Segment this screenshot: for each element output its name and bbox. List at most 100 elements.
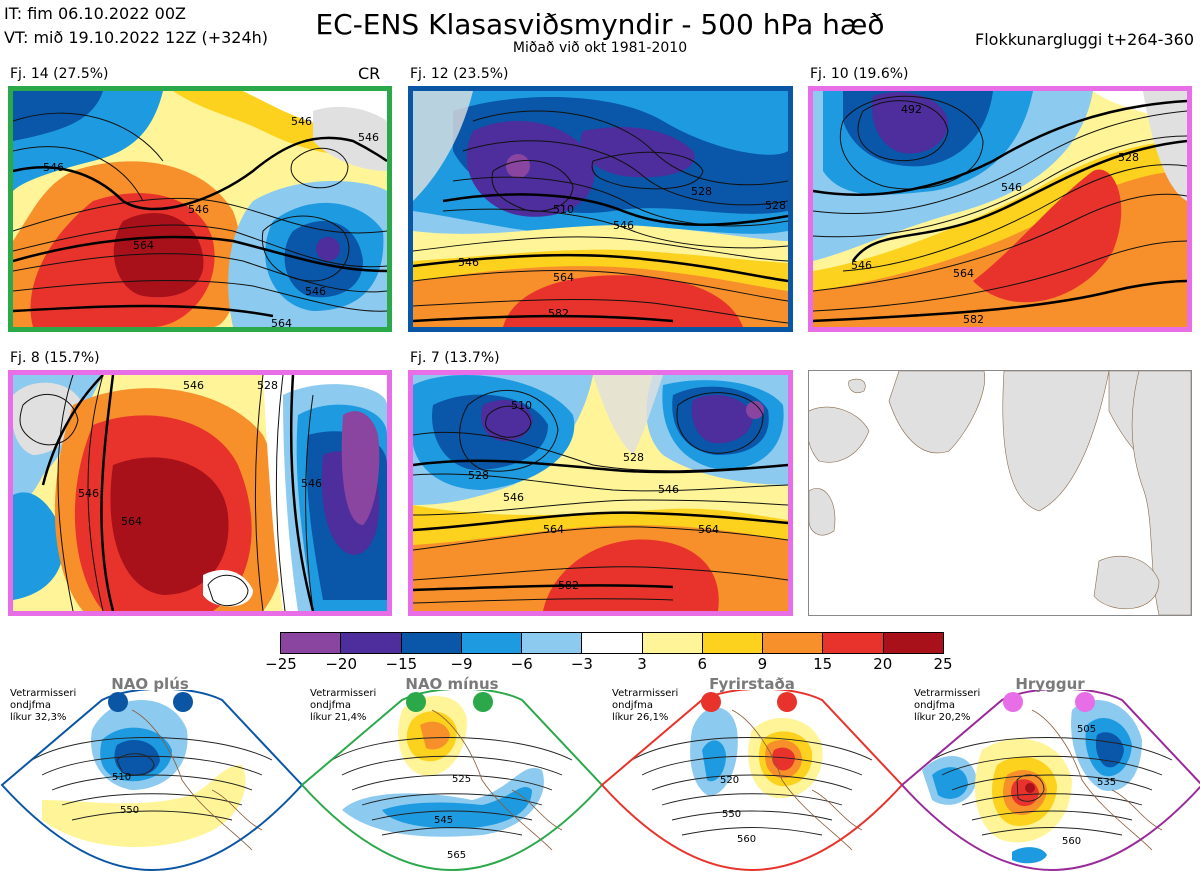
svg-text:582: 582 [548,307,569,320]
panel-4-label: Fj. 8 (15.7%) [10,350,100,366]
svg-text:528: 528 [1118,151,1139,164]
svg-text:546: 546 [188,203,209,216]
panel-2-label: Fj. 12 (23.5%) [410,66,509,82]
panel-5-label: Fj. 7 (13.7%) [410,350,500,366]
colorbar-cell [340,633,401,653]
svg-text:528: 528 [691,185,712,198]
colorbar-cell [822,633,883,653]
panel-3-contour-labels: 492 528 546 564 582 546 [851,103,1139,326]
colorbar-tick-label: 9 [757,655,768,673]
colorbar-tick-label: −15 [385,655,418,673]
cluster-map-panel-3: 492 528 546 564 582 546 [808,86,1192,332]
colorbar-cell [581,633,642,653]
svg-text:564: 564 [953,267,974,280]
regime-dot-icon [406,692,426,712]
colorbar-tick-label: −9 [450,655,473,673]
svg-text:546: 546 [503,491,524,504]
svg-text:510: 510 [553,203,574,216]
svg-text:546: 546 [78,487,99,500]
svg-text:565: 565 [447,850,466,861]
svg-text:545: 545 [434,815,453,826]
svg-text:582: 582 [963,313,984,326]
regime-dot-icon [473,692,493,712]
colorbar-tick-label: −6 [510,655,533,673]
svg-text:546: 546 [183,379,204,392]
panel-2-contour-labels: 528 510 546 528 546 564 582 [458,185,786,320]
svg-text:528: 528 [765,199,786,212]
colorbar-cell [521,633,582,653]
colorbar-tick-label: 3 [637,655,647,673]
svg-text:564: 564 [698,523,719,536]
svg-text:582: 582 [558,579,579,592]
initial-time: IT: fim 06.10.2022 00Z [4,4,186,23]
regime-diagrams: 510 550 525 545 565 [0,690,1200,871]
regime-title-nao-minus: NAO mínus [405,675,499,693]
svg-text:505: 505 [1077,724,1096,735]
svg-text:546: 546 [658,483,679,496]
page-subtitle: Miðað við okt 1981-2010 [512,40,688,56]
panel-4-contour-labels: 546 528 546 564 546 [78,379,322,528]
svg-text:492: 492 [901,103,922,116]
svg-text:510: 510 [511,399,532,412]
svg-text:546: 546 [851,259,872,272]
svg-text:546: 546 [613,219,634,232]
panel-1-contour-labels: 546 546 564 546 564 546 546 [43,115,379,327]
colorbar-cell [762,633,823,653]
colorbar-cell [460,633,522,653]
regime-nao-plus: 510 550 [0,690,304,871]
colorbar-tick-label: −25 [265,655,297,673]
svg-text:528: 528 [623,451,644,464]
svg-text:546: 546 [291,115,312,128]
colorbar-tick-label: −3 [570,655,593,673]
regime-title-nao-plus: NAO plús [111,675,189,693]
regime-dot-icon [108,692,128,712]
regime-dot-icon [777,692,797,712]
cluster-map-panel-2: 528 510 546 528 546 564 582 [408,86,793,332]
svg-text:560: 560 [737,834,756,845]
svg-text:564: 564 [133,239,154,252]
regime-info-blocking: Vetrarmisseri ondjfma líkur 26,1% [612,688,679,723]
svg-text:564: 564 [271,317,292,327]
svg-text:564: 564 [543,523,564,536]
svg-text:510: 510 [112,772,131,783]
colorbar-tick-label: 15 [813,655,833,673]
colorbar-cell [641,633,702,653]
regime-blocking: 520 550 560 [600,690,904,871]
svg-text:550: 550 [120,805,139,816]
svg-text:546: 546 [458,256,479,269]
regime-dot-icon [701,692,721,712]
panel-1-label: Fj. 14 (27.5%) [10,66,109,82]
regime-ridge: 505 535 560 [900,690,1200,871]
svg-text:520: 520 [720,775,739,786]
valid-time: VT: mið 19.10.2022 12Z (+324h) [4,28,269,47]
regime-info-nao-minus: Vetrarmisseri ondjfma líkur 21,4% [310,688,377,723]
svg-text:546: 546 [305,285,326,298]
classification-window: Flokkunargluggi t+264-360 [975,30,1194,49]
colorbar [280,632,944,654]
regime-dot-icon [1003,692,1023,712]
colorbar-tick-label: 6 [697,655,708,673]
svg-text:564: 564 [553,271,574,284]
panel-5-contour-labels: 510 528 546 528 546 564 564 582 [468,399,719,592]
svg-text:564: 564 [121,515,142,528]
cluster-map-panel-5: 510 528 546 528 546 564 564 582 [408,370,793,616]
regime-title-blocking: Fyrirstaða [709,675,795,693]
regime-info-ridge: Vetrarmisseri ondjfma líkur 20,2% [914,688,981,723]
colorbar-tick-label: 25 [933,655,953,673]
svg-text:546: 546 [43,161,64,174]
svg-text:528: 528 [468,469,489,482]
regime-title-ridge: Hryggur [1015,675,1085,693]
cluster-map-panel-4: 546 528 546 564 546 [8,370,392,616]
svg-text:546: 546 [1001,181,1022,194]
svg-text:550: 550 [722,809,741,820]
colorbar-cell [701,633,763,653]
regime-dot-icon [173,692,193,712]
svg-text:525: 525 [452,774,471,785]
colorbar-cell [281,633,341,653]
regime-info-nao-plus: Vetrarmisseri ondjfma líkur 32,3% [10,688,77,723]
regime-nao-minus: 525 545 565 [300,690,604,871]
colorbar-tick-label: −20 [325,655,357,673]
coastline-map-icon [809,371,1191,615]
svg-text:535: 535 [1097,777,1116,788]
empty-map-panel [808,370,1192,616]
